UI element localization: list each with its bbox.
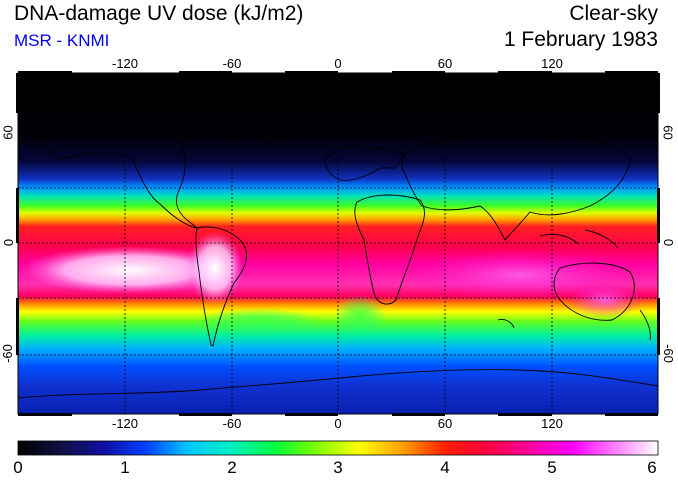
lat-label-left: 0 bbox=[1, 238, 17, 247]
colorbar-label: 4 bbox=[440, 458, 450, 477]
colorbar-label: 5 bbox=[547, 458, 557, 477]
map-border bbox=[16, 71, 660, 416]
colorbar bbox=[17, 440, 659, 456]
lat-label-left: -60 bbox=[0, 344, 15, 363]
colorbar-label: 1 bbox=[120, 458, 130, 477]
lon-label-top: -60 bbox=[222, 56, 242, 71]
sky-condition-label: Clear-sky bbox=[569, 2, 658, 25]
lon-label-bottom: 0 bbox=[334, 416, 342, 431]
colorbar-label: 0 bbox=[13, 458, 23, 477]
lon-label-bottom: 120 bbox=[541, 416, 563, 431]
lon-label-top: 120 bbox=[541, 56, 563, 71]
lon-label-top: 0 bbox=[334, 56, 342, 71]
lat-label-right: -60 bbox=[660, 344, 676, 363]
lon-label-top: 60 bbox=[437, 56, 453, 71]
lon-label-bottom: 60 bbox=[437, 416, 453, 431]
lat-label-right: 0 bbox=[661, 238, 677, 247]
coastlines bbox=[18, 83, 658, 399]
colorbar-label: 2 bbox=[227, 458, 237, 477]
lon-label-top: -120 bbox=[111, 56, 139, 71]
date-label: 1 February 1983 bbox=[503, 28, 658, 51]
lat-label-right: 60 bbox=[660, 125, 676, 140]
lon-label-bottom: -120 bbox=[111, 416, 139, 431]
colorbar-label: 3 bbox=[333, 458, 343, 477]
map-title: DNA-damage UV dose (kJ/m2) bbox=[14, 2, 304, 25]
lat-label-left: 60 bbox=[0, 125, 16, 140]
source-label: MSR - KNMI bbox=[14, 31, 110, 50]
graticule bbox=[18, 73, 658, 414]
colorbar-label: 6 bbox=[647, 458, 657, 477]
lon-label-bottom: -60 bbox=[222, 416, 242, 431]
